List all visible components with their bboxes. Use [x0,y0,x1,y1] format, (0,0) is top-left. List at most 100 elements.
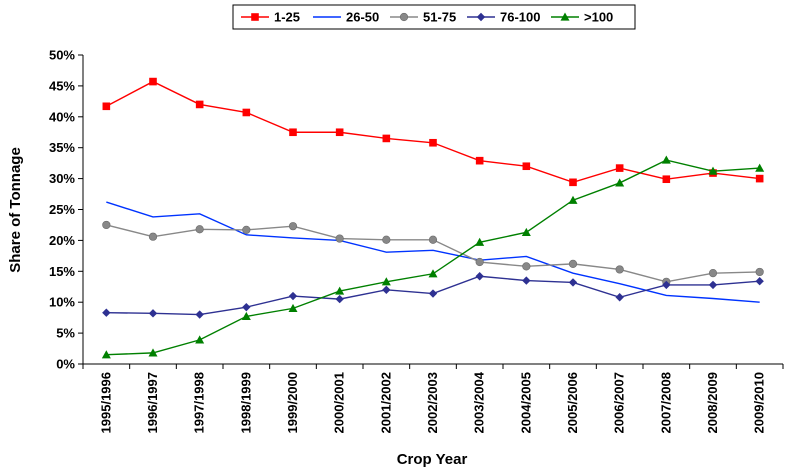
data-point [288,291,298,301]
x-tick-label: 1999/2000 [285,372,300,433]
series-1 [106,201,760,303]
data-point [428,235,438,244]
legend: 1-25 26-50 51-75 76-100 >100 [232,4,636,30]
data-point [708,166,718,175]
data-point [101,350,111,359]
legend-swatch-marker [251,13,259,21]
legend-swatch-marker [560,12,570,21]
series-line [106,201,760,303]
data-point [475,156,484,165]
data-point [102,102,111,111]
data-point [615,265,624,274]
y-tick-label: 50% [49,48,75,63]
x-tick-label: 2008/2009 [705,372,720,433]
data-point [708,269,718,278]
x-tick-label: 2007/2008 [658,372,673,433]
x-tick-label: 2003/2004 [472,371,487,433]
data-point [475,257,484,267]
legend-swatch-marker [399,12,409,22]
series-4 [101,155,765,359]
legend-swatch-marker [476,12,486,22]
series-0 [102,77,764,187]
data-point [522,262,531,271]
y-tick-label: 0% [56,357,75,372]
data-point [102,308,111,317]
x-tick-label: 1995/1996 [98,372,113,433]
data-point [662,175,671,184]
y-tick-label: 5% [56,326,75,341]
data-point [149,77,157,86]
axes: 0% 5% 10% 15% 20% 25% 30% 35% 40% 45% 50% 1995/1996… [49,48,784,433]
x-tick-label: 2004/2005 [518,372,533,433]
x-tick-label: 2002/2003 [425,372,440,433]
data-point [241,311,251,321]
data-point [102,220,111,230]
data-point [335,286,345,295]
legend-item: 26-50 [313,10,379,25]
data-point [148,232,158,241]
data-point [428,269,438,278]
y-tick-label: 25% [49,202,75,217]
y-tick-label: 15% [49,264,75,279]
data-point [429,138,437,147]
data-point [522,276,531,285]
data-point [242,225,251,234]
data-point [615,293,624,302]
legend-item: 1-25 [241,10,300,25]
data-point [382,134,391,143]
y-tick-label: 35% [49,140,75,155]
data-point [148,309,158,318]
data-point [335,128,344,137]
data-point [382,235,391,244]
x-tick-label: 1998/1999 [238,372,253,433]
data-point [148,348,158,357]
data-point [708,280,718,290]
data-point [569,178,577,187]
data-point [242,108,251,117]
data-point [568,278,578,287]
series-2 [102,220,764,286]
series-3 [102,272,764,319]
data-point [475,237,485,246]
legend-label: >100 [584,10,613,25]
data-point [335,294,344,304]
x-tick-label: 2005/2006 [565,372,580,433]
y-axis-title: Share of Tonnage [7,147,24,273]
data-point [568,195,578,204]
data-point [335,234,344,243]
data-point [381,277,391,286]
x-tick-label: 2001/2002 [378,372,393,433]
y-tick-label: 30% [49,171,75,186]
x-tick-label: 2009/2010 [752,372,767,433]
data-point [242,302,251,312]
x-tick-label: 1996/1997 [145,372,160,433]
data-point [289,128,297,137]
x-tick-label: 2000/2001 [332,372,347,433]
y-tick-label: 20% [49,233,75,248]
data-point [755,276,764,286]
data-point [195,310,204,319]
data-point [521,227,531,236]
series-line [106,159,760,356]
data-point [615,164,624,172]
data-point [568,259,578,268]
data-point [382,285,391,295]
legend-item: 76-100 [467,10,540,25]
data-point [288,222,298,231]
series-line [106,80,760,184]
data-point [428,289,438,298]
y-tick-label: 45% [49,78,75,93]
y-tick-label: 10% [49,295,75,310]
legend-label: 1-25 [274,10,300,25]
data-point [195,225,204,234]
legend-label: 26-50 [346,10,379,25]
data-point [615,178,625,187]
data-point [475,272,484,281]
data-point [755,174,764,183]
data-point [195,335,205,344]
legend-item: 51-75 [390,10,456,25]
legend-label: 51-75 [423,10,456,25]
y-tick-label: 40% [49,109,75,124]
